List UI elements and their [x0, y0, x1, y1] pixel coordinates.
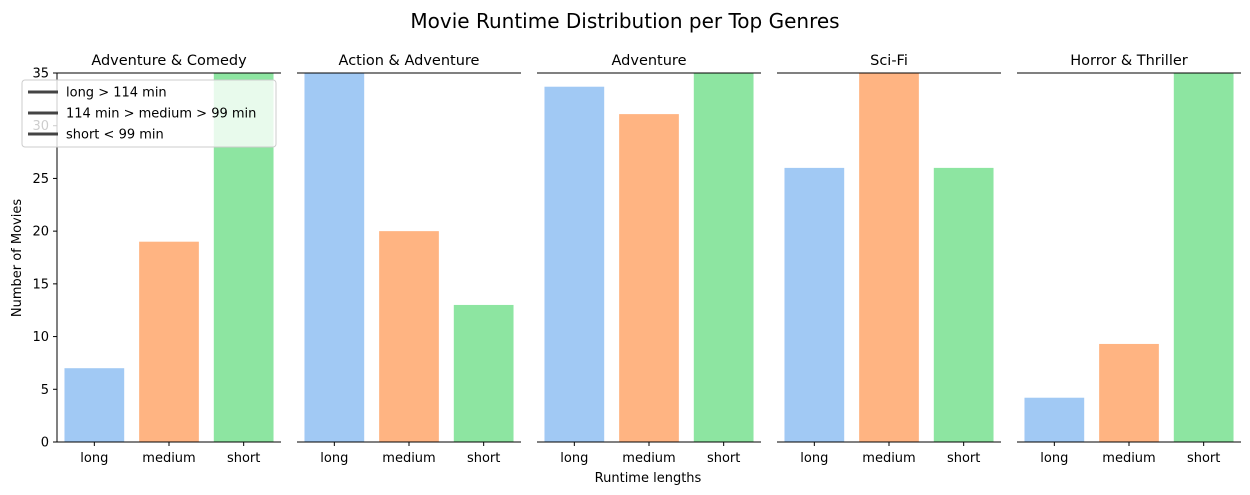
bar-medium [619, 114, 679, 443]
y-tick-label: 0 [41, 436, 49, 451]
x-tick-label: medium [622, 451, 675, 466]
panel-title: Adventure & Comedy [91, 53, 247, 69]
x-tick-label: medium [382, 451, 435, 466]
bar-long [1024, 397, 1085, 442]
x-tick-label: long [1040, 451, 1068, 466]
bar-short [933, 167, 994, 442]
bar-short [453, 304, 514, 442]
bar-medium [139, 241, 199, 442]
legend-label: short < 99 min [66, 128, 164, 143]
bar-long [304, 73, 365, 442]
panel-4: Horror & Thriller long medium short [1017, 53, 1241, 466]
x-tick-label: long [560, 451, 588, 466]
bar-short [693, 73, 754, 442]
x-tick-label: short [467, 451, 500, 466]
x-tick-label: medium [862, 451, 915, 466]
panel-title: Sci-Fi [870, 53, 908, 69]
x-tick-label: medium [1102, 451, 1155, 466]
x-tick-label: short [947, 451, 980, 466]
y-tick-label: 5 [41, 383, 49, 398]
legend: long > 114 min 114 min > medium > 99 min s… [21, 79, 277, 148]
bar-medium [1099, 343, 1159, 442]
panels: Adventure & Comedy long medium short 0 5 10 15 2… [32, 53, 1241, 466]
bar-long [64, 368, 125, 442]
panel-title: Adventure [612, 53, 687, 69]
x-tick-label: long [320, 451, 348, 466]
y-tick-label: 10 [32, 330, 49, 345]
y-tick-label: 35 [32, 67, 49, 82]
y-tick-label: 20 [32, 225, 49, 240]
panel-3: Sci-Fi long medium short [777, 53, 1001, 466]
x-tick-label: short [1187, 451, 1220, 466]
y-axis-label: Number of Movies [10, 199, 25, 317]
x-tick-label: short [707, 451, 740, 466]
x-tick-label: medium [142, 451, 195, 466]
panel-title: Horror & Thriller [1070, 53, 1187, 69]
y-tick-label: 15 [32, 277, 49, 292]
bar-long [544, 86, 605, 443]
legend-label: long > 114 min [66, 86, 167, 101]
bar-medium [379, 231, 439, 442]
x-axis-label: Runtime lengths [595, 471, 702, 486]
bar-short [1173, 73, 1234, 442]
x-tick-label: short [227, 451, 260, 466]
x-tick-label: long [800, 451, 828, 466]
legend-label: 114 min > medium > 99 min [66, 107, 256, 122]
legend-box [21, 79, 277, 148]
chart-title: Movie Runtime Distribution per Top Genre… [410, 9, 839, 33]
panel-2: Adventure long medium short [537, 53, 761, 466]
bar-long [784, 167, 845, 442]
x-tick-label: long [80, 451, 108, 466]
bar-medium [859, 73, 919, 442]
panel-title: Action & Adventure [339, 53, 480, 69]
panel-1: Action & Adventure long medium short [297, 53, 521, 466]
y-tick-label: 25 [32, 172, 49, 187]
